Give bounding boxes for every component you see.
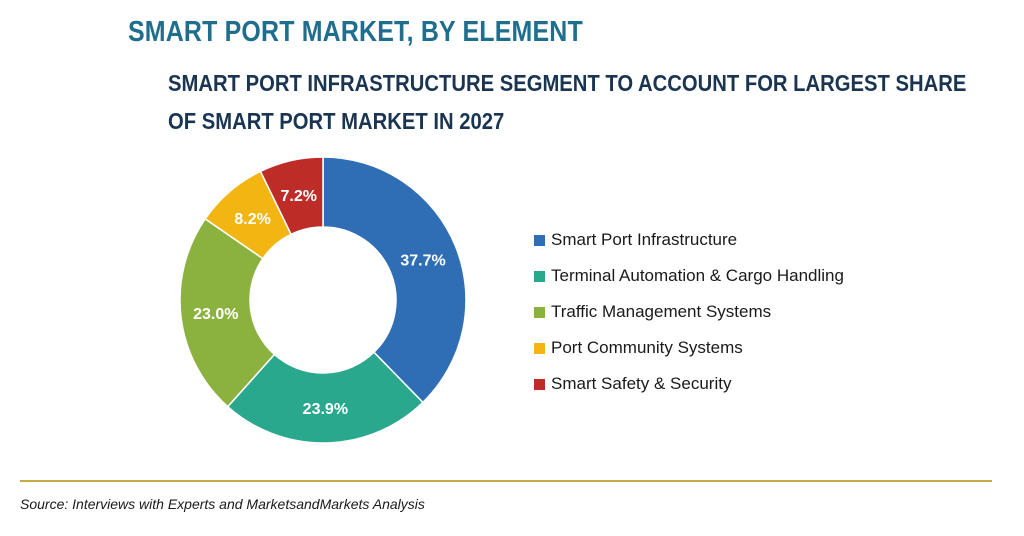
legend-label: Traffic Management Systems — [551, 302, 772, 321]
legend-swatch — [534, 378, 545, 390]
legend-label: Smart Safety & Security — [551, 374, 732, 393]
legend-item: Traffic Management Systems — [534, 294, 844, 330]
donut-slice-3 — [179, 217, 276, 408]
legend-item: Terminal Automation & Cargo Handling — [534, 258, 844, 294]
chart-subtitle-line-1: SMART PORT INFRASTRUCTURE SEGMENT TO ACC… — [168, 70, 967, 96]
chart-title: SMART PORT MARKET, BY ELEMENT — [128, 16, 583, 48]
source-note: Source: Interviews with Experts and Mark… — [20, 496, 425, 512]
legend-label: Smart Port Infrastructure — [551, 230, 738, 249]
legend-item: Smart Port Infrastructure — [534, 222, 844, 258]
chart-legend: Smart Port Infrastructure Terminal Autom… — [534, 222, 844, 402]
slice-data-label: 23.0% — [193, 306, 238, 323]
legend-swatch — [534, 234, 545, 246]
legend-swatch — [534, 342, 545, 354]
slice-data-label: 37.7% — [400, 252, 445, 269]
legend-item: Smart Safety & Security — [534, 366, 844, 402]
legend-label: Terminal Automation & Cargo Handling — [551, 266, 844, 285]
donut-slice-1 — [322, 156, 467, 404]
legend-swatch — [534, 270, 545, 282]
slice-data-label: 23.9% — [303, 401, 348, 418]
donut-slice-5 — [259, 156, 324, 236]
legend-item: Port Community Systems — [534, 330, 844, 366]
legend-label: Port Community Systems — [551, 338, 743, 357]
slice-data-label: 8.2% — [234, 211, 270, 228]
donut-slice-2 — [226, 351, 424, 444]
footer-divider — [20, 480, 992, 482]
chart-subtitle-line-2: OF SMART PORT MARKET IN 2027 — [168, 108, 505, 134]
legend-swatch — [534, 306, 545, 318]
slice-data-label: 7.2% — [281, 188, 317, 205]
